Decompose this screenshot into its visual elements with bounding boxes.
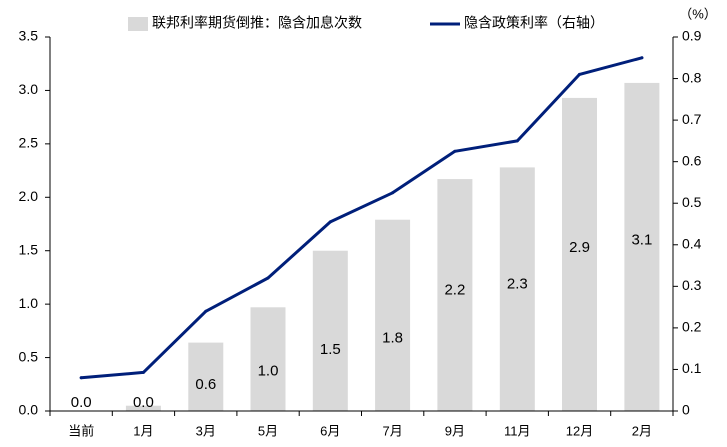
x-tick-label: 5月 [258,423,278,438]
left-tick-label: 1.5 [19,241,39,257]
bar-12月 [562,97,597,412]
left-tick-label: 3.0 [19,81,39,97]
legend-label-line: 隐含政策利率（右轴） [464,15,604,31]
legend-swatch-bar [128,17,148,31]
bar-label-2月: 3.1 [631,231,652,248]
bar-3月 [188,342,224,411]
bar-7月 [375,219,411,411]
x-tick-label: 12月 [566,423,593,438]
x-tick-label: 2月 [632,423,652,438]
bar-2月 [624,82,660,412]
series-line-implied-policy-rate [79,56,644,380]
right-axis-unit: （%） [679,6,717,21]
line-point-7月 [391,191,395,195]
right-tick-label: 0.6 [682,152,702,168]
right-tick-label: 0.3 [682,277,702,293]
line-point-2月 [640,56,644,60]
x-tick-label: 1月 [133,423,153,438]
line-point-当前 [79,376,83,380]
line-point-6月 [328,220,332,224]
bar-6月 [312,250,348,411]
right-tick-label: 0.7 [682,111,702,127]
line-group [79,56,644,380]
bar-label-3月: 0.6 [195,376,216,393]
line-point-3月 [204,309,208,313]
x-tick-label: 11月 [504,423,531,438]
bar-label-5月: 1.0 [258,363,279,380]
left-tick-label: 0.5 [19,348,39,364]
legend-label-bar: 联邦利率期货倒推：隐含加息次数 [152,15,362,31]
bar-9月 [437,179,473,411]
right-tick-label: 0.4 [682,235,702,251]
bar-label-当前: 0.0 [71,394,92,411]
x-axis: 当前 1月 3月 5月 6月 7月 9月 11月 12月 2月 [49,410,674,438]
bar-5月 [250,307,286,411]
bar-label-12月: 2.9 [569,239,590,256]
x-tick-label: 9月 [445,423,465,438]
right-tick-label: 0.8 [682,69,702,85]
bar-label-11月: 2.3 [507,275,528,292]
x-tick-label: 6月 [320,423,340,438]
bar-label-7月: 1.8 [382,329,403,346]
line-point-12月 [578,72,581,76]
left-tick-label: 2.0 [19,188,39,204]
x-tick-label: 7月 [382,423,402,438]
left-axis: 0.0 0.5 1.0 1.5 2.0 2.5 3.0 3.5 [19,28,51,418]
bar-11月 [499,167,535,411]
right-tick-label: 0.9 [682,28,702,44]
bar-label-6月: 1.5 [320,341,341,358]
bar-labels-group: 0.0 0.0 0.6 1.0 1.5 1.8 2.2 2.3 2.9 3.1 [71,231,653,411]
legend: 联邦利率期货倒推：隐含加息次数 隐含政策利率（右轴） [128,15,604,31]
line-point-9月 [453,149,457,153]
left-tick-label: 0.0 [19,402,39,418]
right-tick-label: 0.1 [682,360,702,376]
x-tick-label: 3月 [196,423,216,438]
right-tick-label: 0.2 [682,319,702,335]
left-tick-label: 1.0 [19,295,39,311]
bar-label-1月: 0.0 [133,394,154,411]
line-point-1月 [141,370,145,374]
left-tick-label: 2.5 [19,135,39,151]
right-tick-label: 0 [682,402,690,418]
right-axis: 0 0.1 0.2 0.3 0.4 0.5 0.6 0.7 0.8 0.9 （%） [672,6,717,418]
x-tick-label: 当前 [68,423,94,438]
left-tick-label: 3.5 [19,28,39,44]
line-point-5月 [266,276,270,280]
bar-1月 [125,405,161,411]
right-tick-label: 0.5 [682,194,702,210]
bar-label-9月: 2.2 [444,281,465,298]
line-point-11月 [515,139,519,143]
bars-group [125,82,660,412]
